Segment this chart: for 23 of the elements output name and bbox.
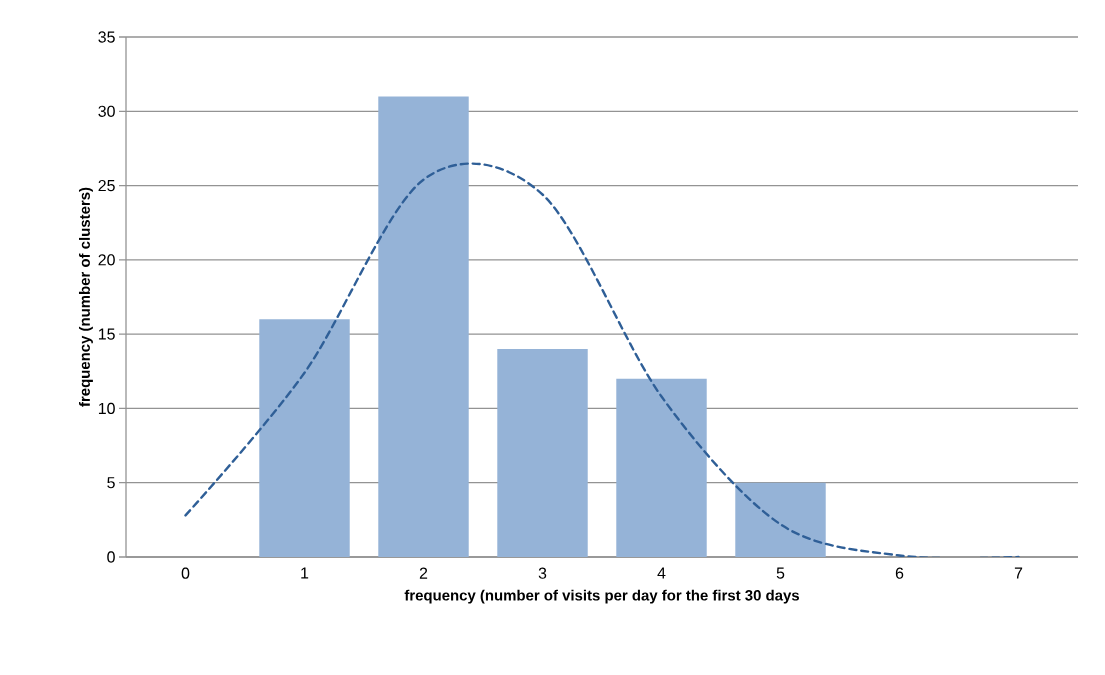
- bar: [735, 482, 826, 558]
- y-axis-title: frequency (number of clusters): [78, 187, 93, 407]
- y-tick-label: 35: [98, 31, 115, 43]
- bar: [616, 378, 707, 558]
- x-tick-label: 6: [895, 567, 904, 579]
- y-tick-label: 25: [98, 179, 115, 192]
- x-tick-label: 2: [419, 567, 428, 579]
- bar: [259, 319, 350, 558]
- x-axis-title: frequency (number of visits per day for the first 30 days: [404, 589, 799, 604]
- bar: [497, 349, 588, 558]
- y-tick-label: 20: [98, 254, 115, 266]
- y-tick-label: 10: [98, 402, 115, 415]
- x-tick-label: 7: [1014, 567, 1023, 579]
- x-tick-label: 1: [301, 567, 309, 579]
- y-tick-label: 0: [107, 551, 115, 563]
- x-tick-label: 5: [776, 567, 785, 579]
- bar: [378, 96, 469, 558]
- x-tick-label: 0: [181, 567, 190, 579]
- x-tick-label: 4: [657, 567, 666, 579]
- y-tick-label: 15: [98, 328, 115, 340]
- y-tick-label: 30: [98, 105, 115, 117]
- x-tick-label: 3: [538, 567, 547, 579]
- y-tick-label: 5: [107, 477, 115, 489]
